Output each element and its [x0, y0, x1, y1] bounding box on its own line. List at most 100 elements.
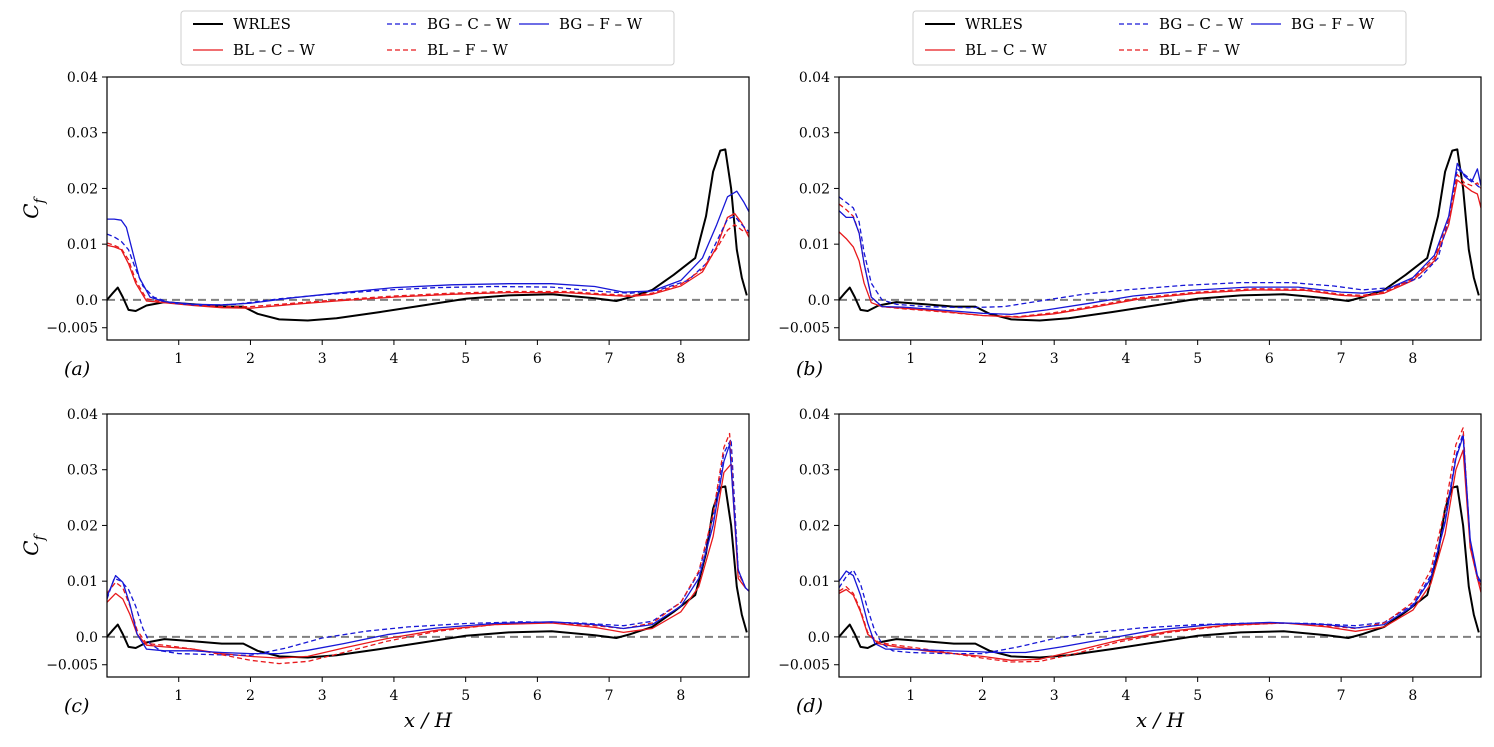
legend-label: BL – C – W: [233, 41, 316, 59]
chart-panel: 1 2 3 4 5 6 7 8 −0.005 0.0 0.01 0.02 0.03 0.04 (c) Cf x …: [19, 407, 750, 732]
y-tick-label: 0.04: [799, 70, 830, 86]
series-line-bl-c-w: [107, 463, 749, 659]
x-tick-label: 5: [1193, 351, 1202, 367]
x-tick-label: 4: [389, 351, 398, 367]
y-tick-label: 0.03: [799, 126, 830, 142]
series-line-bg-c-w: [107, 215, 749, 307]
y-tick-label: 0.03: [799, 463, 830, 479]
x-tick-label: 8: [1408, 351, 1417, 367]
x-tick-label: 2: [246, 688, 255, 704]
series-group: [839, 148, 1481, 322]
y-tick-label: 0.0: [76, 630, 98, 646]
y-axis-label: Cf: [19, 532, 48, 555]
chart-panel: 1 2 3 4 5 6 7 8 −0.005 0.0 0.01 0.02 0.03 0.04 (d) x / …: [778, 407, 1482, 732]
y-tick-label: −0.005: [778, 658, 830, 674]
y-tick-label: −0.005: [46, 321, 98, 337]
legend-item: BL – C – W: [925, 41, 1048, 59]
y-tick-label: 0.04: [67, 70, 98, 86]
series-line-bg-c-w: [107, 438, 749, 656]
series-line-bg-f-w: [107, 190, 749, 306]
series-line-bl-f-w: [839, 173, 1481, 318]
y-tick-label: 0.02: [67, 518, 98, 534]
y-tick-label: 0.0: [808, 293, 830, 309]
x-tick-label: 8: [676, 351, 685, 367]
series-line-bl-f-w: [107, 432, 749, 665]
y-tick-label: 0.01: [67, 237, 98, 253]
panel-label: (c): [64, 695, 89, 717]
legend-label: BL – C – W: [965, 41, 1048, 59]
x-tick-label: 1: [174, 688, 183, 704]
y-axis-label-subscript: f: [32, 195, 48, 204]
legend-item: WRLES: [925, 15, 1023, 33]
legend-item: BG – F – W: [519, 15, 643, 33]
x-tick-label: 3: [318, 688, 327, 704]
series-line-wrles: [107, 148, 748, 322]
axes-frame: [838, 76, 1482, 341]
series-line-bg-f-w: [839, 435, 1481, 654]
x-tick-label: 5: [1193, 688, 1202, 704]
legend-label: BL – F – W: [427, 41, 508, 59]
legend-label: BL – F – W: [1159, 41, 1240, 59]
panel-label: (d): [796, 695, 823, 717]
legend-item: BG – F – W: [1251, 15, 1375, 33]
legend-item: BG – C – W: [1119, 15, 1244, 33]
y-tick-label: 0.03: [67, 463, 98, 479]
x-tick-label: 6: [533, 688, 542, 704]
series-line-bl-c-w: [839, 449, 1481, 661]
chart-panel: 1 2 3 4 5 6 7 8 −0.005 0.0 0.01 0.02 0.03 0.04 (a) Cf: [19, 70, 750, 380]
x-tick-label: 1: [906, 688, 915, 704]
x-tick-label: 7: [1337, 351, 1346, 367]
legend-frame: [912, 10, 1407, 66]
legend-label: BG – C – W: [427, 15, 512, 33]
series-line-bg-c-w: [839, 168, 1481, 309]
series-line-bg-f-w: [839, 162, 1481, 316]
x-tick-label: 2: [246, 351, 255, 367]
y-axis-label-main: C: [19, 540, 43, 555]
x-tick-label: 4: [1121, 351, 1130, 367]
x-tick-label: 3: [1050, 351, 1059, 367]
x-tick-label: 2: [978, 351, 987, 367]
series-group: [107, 432, 749, 665]
x-tick-label: 6: [1265, 688, 1274, 704]
x-tick-label: 1: [906, 351, 915, 367]
legend-label: BG – C – W: [1159, 15, 1244, 33]
x-tick-label: 3: [318, 351, 327, 367]
y-axis-label: Cf: [19, 195, 48, 218]
panel-label: (a): [64, 358, 90, 380]
legend-item: BL – C – W: [193, 41, 316, 59]
x-tick-label: 7: [1337, 688, 1346, 704]
y-tick-label: 0.02: [799, 518, 830, 534]
x-tick-label: 6: [1265, 351, 1274, 367]
legend-item: BL – F – W: [1119, 41, 1240, 59]
y-tick-label: −0.005: [46, 658, 98, 674]
x-tick-label: 4: [1121, 688, 1130, 704]
legend: WRLES BL – C – W BG – C – W BL – F – W BG – …: [180, 10, 675, 66]
x-tick-label: 6: [533, 351, 542, 367]
legend-frame: [180, 10, 675, 66]
x-tick-label: 5: [461, 688, 470, 704]
legend: WRLES BL – C – W BG – C – W BL – F – W BG – …: [912, 10, 1407, 66]
x-tick-label: 7: [605, 688, 614, 704]
y-tick-label: 0.02: [799, 181, 830, 197]
legend-label: BG – F – W: [559, 15, 643, 33]
y-axis-label-main: C: [19, 203, 43, 218]
x-tick-label: 1: [174, 351, 183, 367]
x-tick-label: 3: [1050, 688, 1059, 704]
x-tick-label: 8: [676, 688, 685, 704]
y-tick-label: 0.04: [799, 407, 830, 423]
chart-panel: 1 2 3 4 5 6 7 8 −0.005 0.0 0.01 0.02 0.03 0.04 (b): [778, 70, 1482, 380]
y-tick-label: 0.01: [799, 574, 830, 590]
panel-label: (b): [796, 358, 823, 380]
axes-frame: [106, 413, 750, 678]
x-axis-label: x / H: [1136, 708, 1185, 732]
x-tick-label: 2: [978, 688, 987, 704]
y-tick-label: 0.01: [67, 574, 98, 590]
legend-label: WRLES: [233, 15, 291, 33]
x-axis-label: x / H: [404, 708, 453, 732]
x-tick-label: 7: [605, 351, 614, 367]
series-line-bl-f-w: [107, 224, 749, 308]
axes-frame: [106, 76, 750, 341]
series-line-wrles: [839, 485, 1480, 659]
y-tick-label: 0.0: [808, 630, 830, 646]
y-axis-label-subscript: f: [32, 532, 48, 541]
